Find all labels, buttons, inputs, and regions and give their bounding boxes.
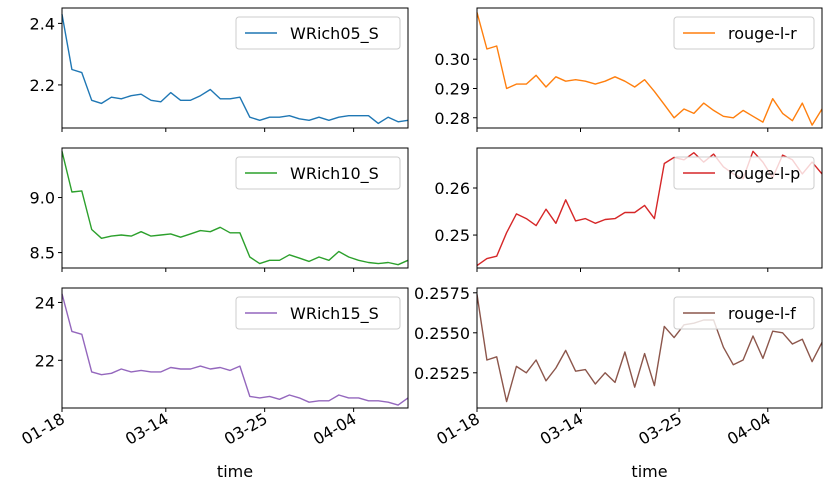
legend: WRich05_S (235, 16, 401, 50)
subplot-1: 2.2 2.4 WRich05_S (30, 7, 409, 132)
x-tick-label: 03-14 (122, 409, 172, 449)
subplot-6: 0.2525 0.2550 0.2575 01-18 03-14 03-25 04-04 ti… (414, 284, 823, 481)
axes-frame (476, 147, 823, 269)
y-tick-label: 2.4 (30, 14, 55, 33)
x-axis-label: time (631, 462, 667, 481)
legend: WRich10_S (235, 156, 401, 190)
y-tick-label: 0.30 (434, 50, 470, 69)
series-line-1-1 (61, 14, 409, 125)
y-tick-label: 2.2 (30, 76, 55, 95)
legend-label: rouge-l-r (728, 24, 797, 43)
series-line-3-1 (61, 151, 409, 266)
y-tick-label: 0.26 (434, 179, 470, 198)
series-line-2-1 (476, 12, 823, 126)
legend-label: WRich10_S (290, 164, 379, 184)
axes-frame (476, 287, 823, 409)
axes-frame (61, 147, 409, 269)
legend-label: rouge-l-p (728, 164, 800, 183)
series-line-6-1 (476, 294, 823, 403)
y-tick-label: 0.29 (434, 79, 470, 98)
legend-box (235, 296, 401, 330)
legend: rouge-l-r (673, 16, 815, 50)
x-axis-label: time (217, 462, 253, 481)
y-tick-label: 0.25 (434, 226, 470, 245)
legend-label: WRich05_S (290, 24, 379, 44)
x-tick-label: 03-25 (221, 409, 271, 449)
y-tick-label: 9.0 (30, 189, 55, 208)
legend: WRich15_S (235, 296, 401, 330)
y-tick-label: 8.5 (30, 244, 55, 263)
x-tick-label: 04-04 (724, 409, 774, 449)
subplot-3: 8.5 9.0 WRich10_S (30, 147, 409, 272)
subplot-2: 0.28 0.29 0.30 rouge-l-r (434, 7, 823, 132)
y-tick-label: 0.2575 (414, 284, 470, 303)
y-tick-label: 0.2550 (414, 324, 470, 343)
legend-box (673, 16, 815, 50)
legend-box (235, 156, 401, 190)
y-tick-label: 24 (35, 293, 55, 312)
legend: rouge-l-f (673, 296, 815, 330)
subplot-5: 22 24 01-18 03-14 03-25 04-04 time WRich15_S (18, 287, 409, 481)
legend-label: rouge-l-f (728, 304, 796, 323)
x-tick-label: 01-18 (18, 409, 68, 449)
subplot-4: 0.25 0.26 rouge-l-p (434, 147, 823, 272)
legend-box (235, 16, 401, 50)
axes-frame (61, 7, 409, 129)
series-line-5-1 (61, 293, 409, 406)
x-tick-label: 03-25 (635, 409, 685, 449)
axes-frame (476, 7, 823, 129)
legend: rouge-l-p (673, 156, 815, 190)
x-tick-label: 04-04 (310, 409, 360, 449)
axes-frame (61, 287, 409, 409)
x-tick-label: 01-18 (433, 409, 483, 449)
y-tick-label: 0.28 (434, 109, 470, 128)
x-tick-label: 03-14 (537, 409, 587, 449)
legend-label: WRich15_S (290, 304, 379, 324)
legend-box (673, 296, 815, 330)
y-tick-label: 22 (35, 351, 55, 370)
y-tick-label: 0.2525 (414, 364, 470, 383)
legend-box (673, 156, 815, 190)
